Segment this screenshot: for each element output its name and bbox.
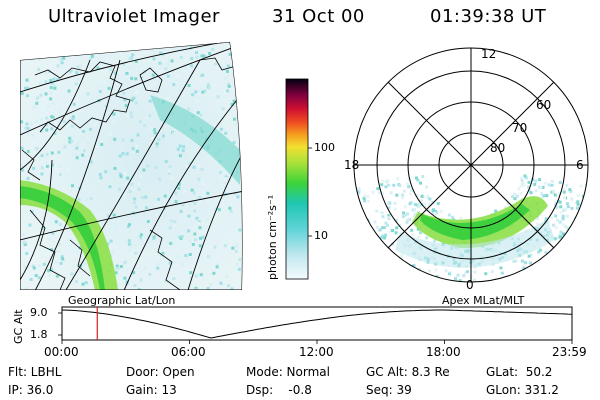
date-label: 31 Oct 00 xyxy=(272,6,365,27)
colorbar-gradient xyxy=(285,78,309,280)
altitude-tick-1-8: 1.8 xyxy=(30,328,48,341)
mlt-label-0: 0 xyxy=(466,278,474,292)
altitude-tick-9: 9.0 xyxy=(30,306,48,319)
instrument-title: Ultraviolet Imager xyxy=(48,6,220,27)
status-gc-alt: GC Alt: 8.3 Re xyxy=(366,365,450,379)
mlt-label-18: 18 xyxy=(344,158,360,172)
status-mode: Mode: Normal xyxy=(246,365,330,379)
apex-projection-label: Apex MLat/MLT xyxy=(442,294,525,307)
status-filter: Flt: LBHL xyxy=(8,365,62,379)
time-label: 01:39:38 UT xyxy=(430,6,547,27)
status-dsp: Dsp: -0.8 xyxy=(246,383,312,397)
colorbar-tick-100: 100 xyxy=(314,141,335,154)
geographic-projection-label: Geographic Lat/Lon xyxy=(68,294,176,307)
mlat-label-70: 70 xyxy=(512,121,528,135)
status-glat: GLat: 50.2 xyxy=(486,365,553,379)
geographic-image xyxy=(20,42,243,290)
altitude-curve xyxy=(61,309,573,339)
mlt-label-12: 12 xyxy=(481,47,497,61)
time-tick-0600: 06:00 xyxy=(171,345,206,359)
status-gain: Gain: 13 xyxy=(126,383,177,397)
time-tick-0000: 00:00 xyxy=(44,345,79,359)
status-door: Door: Open xyxy=(126,365,195,379)
status-glon: GLon: 331.2 xyxy=(486,383,559,397)
time-tick-1800: 18:00 xyxy=(426,345,461,359)
mlat-label-60: 60 xyxy=(536,98,552,112)
colorbar-tick-10: 10 xyxy=(314,229,328,242)
status-seq: Seq: 39 xyxy=(366,383,412,397)
time-tick-1200: 12:00 xyxy=(299,345,334,359)
altitude-axis-label: GC Alt xyxy=(12,309,25,344)
mlat-label-80: 80 xyxy=(490,141,506,155)
status-ip: IP: 36.0 xyxy=(8,383,54,397)
mlt-label-6: 6 xyxy=(576,158,584,172)
time-tick-2359: 23:59 xyxy=(552,345,587,359)
